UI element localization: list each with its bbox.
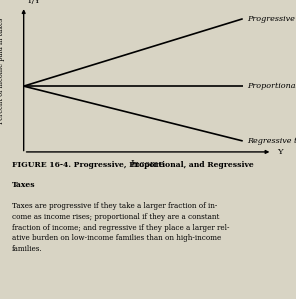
Text: Regressive tax: Regressive tax [247, 137, 296, 145]
Text: T/Y: T/Y [27, 0, 41, 5]
Text: Progressive tax: Progressive tax [247, 15, 296, 23]
Text: Taxes are progressive if they take a larger fraction of in-
come as income rises: Taxes are progressive if they take a lar… [12, 202, 229, 253]
Text: Proportional tax: Proportional tax [247, 82, 296, 90]
Text: Percent of income paid in taxes: Percent of income paid in taxes [0, 17, 6, 124]
Text: Y: Y [277, 148, 282, 156]
Text: FIGURE 16-4. Progressive, Proportional, and Regressive: FIGURE 16-4. Progressive, Proportional, … [12, 161, 254, 169]
Text: Income: Income [131, 160, 165, 169]
Text: Taxes: Taxes [12, 181, 36, 189]
